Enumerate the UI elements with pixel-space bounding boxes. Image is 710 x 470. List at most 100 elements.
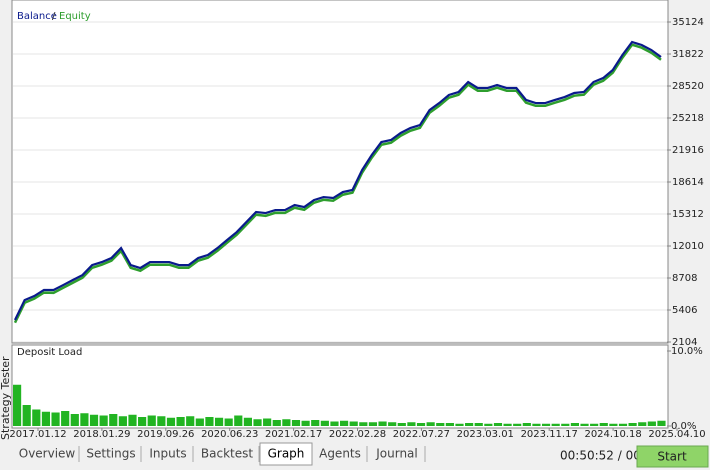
y-tick-label: 15312 <box>672 209 704 220</box>
bar <box>22 405 31 426</box>
main-panel <box>11 0 669 344</box>
start-button[interactable] <box>636 445 709 468</box>
legend-entry: Balance <box>17 11 57 22</box>
bar <box>340 420 349 426</box>
tab[interactable]: Backtest <box>201 447 253 461</box>
bar <box>32 409 41 426</box>
bar <box>474 423 483 426</box>
y-tick-label: 21916 <box>672 145 704 156</box>
bar <box>253 419 262 426</box>
y-tick-label: 31822 <box>672 49 704 60</box>
bar <box>647 421 656 426</box>
bar <box>493 423 503 426</box>
bar <box>272 420 281 426</box>
bar <box>147 415 156 426</box>
bar <box>465 423 474 426</box>
bar <box>89 414 99 426</box>
bar <box>205 417 214 426</box>
bar <box>532 423 541 426</box>
x-tick-label: 2023.11.17 <box>521 429 578 440</box>
bar <box>243 417 252 426</box>
bar <box>397 423 406 426</box>
x-tick-label: 2025.04.10 <box>648 429 705 440</box>
bar <box>599 423 608 426</box>
legend-entry: Equity <box>59 11 91 22</box>
tab[interactable]: Overview <box>19 447 76 461</box>
y-tick-label: 5406 <box>672 305 697 316</box>
x-tick-label: 2022.02.28 <box>329 429 386 440</box>
legend-separator: / <box>52 11 56 22</box>
bar <box>590 423 599 426</box>
bar <box>541 423 551 426</box>
bar <box>580 423 589 426</box>
bar <box>138 417 147 426</box>
tab[interactable]: Inputs <box>149 447 186 461</box>
bar <box>166 417 176 426</box>
bar <box>157 416 166 426</box>
bar <box>445 423 454 426</box>
tab[interactable]: Graph <box>268 447 305 461</box>
series-line <box>13 43 662 324</box>
bar <box>426 422 435 426</box>
x-tick-label: 2022.07.27 <box>393 429 450 440</box>
bar <box>109 414 118 426</box>
bar <box>195 418 204 426</box>
bar <box>282 419 291 426</box>
tab[interactable]: Settings <box>86 447 135 461</box>
y-tick-label: 28520 <box>672 81 704 92</box>
x-tick-label: 2021.02.17 <box>265 429 322 440</box>
bar <box>224 418 233 426</box>
x-tick-label: 2023.03.01 <box>457 429 514 440</box>
bar <box>330 421 339 426</box>
bar <box>561 423 570 426</box>
bar <box>416 423 426 426</box>
bar <box>128 414 137 426</box>
bar <box>311 420 320 426</box>
window-title: Strategy Tester <box>0 356 12 440</box>
y-tick-label: 0.0% <box>671 421 696 432</box>
bar <box>628 423 637 426</box>
bar <box>186 416 195 426</box>
y-tick-label: 25218 <box>672 113 704 124</box>
bar <box>618 423 628 426</box>
bar <box>263 418 272 426</box>
tab[interactable]: Journal <box>375 447 418 461</box>
x-tick-label: 2020.06.23 <box>201 429 258 440</box>
tab-bar: Overview Settings Inputs Backtest Graph Agent… <box>19 442 426 466</box>
bar <box>13 384 22 426</box>
bar <box>638 422 647 426</box>
bar <box>436 423 445 426</box>
bar <box>176 417 185 426</box>
y-tick-label: 12010 <box>672 241 704 252</box>
bar <box>41 411 51 426</box>
y-tick-label: 10.0% <box>671 346 703 357</box>
panel-title: Deposit Load <box>17 347 82 358</box>
bar <box>80 413 89 426</box>
bar <box>320 420 329 426</box>
bar <box>484 423 493 426</box>
bar <box>70 414 79 426</box>
start-button-label[interactable]: Start <box>657 450 687 464</box>
y-tick-label: 2104 <box>672 337 697 348</box>
bar <box>349 421 358 426</box>
bar <box>522 423 531 426</box>
bar <box>570 423 579 426</box>
bar <box>503 423 512 426</box>
bar <box>609 423 618 426</box>
bar <box>368 422 378 426</box>
y-tick-label: 18614 <box>672 177 704 188</box>
y-tick-label: 35124 <box>672 17 704 28</box>
bar <box>455 423 464 426</box>
tab[interactable]: Agents <box>319 447 361 461</box>
load-panel <box>11 344 669 429</box>
bar <box>407 422 416 426</box>
bar <box>301 420 310 426</box>
bar <box>378 421 387 426</box>
bar <box>51 412 60 426</box>
bar <box>118 416 127 426</box>
x-tick-label: 2017.01.12 <box>9 429 66 440</box>
bar <box>551 423 560 426</box>
series-line <box>14 40 662 321</box>
tab-active <box>259 442 313 466</box>
